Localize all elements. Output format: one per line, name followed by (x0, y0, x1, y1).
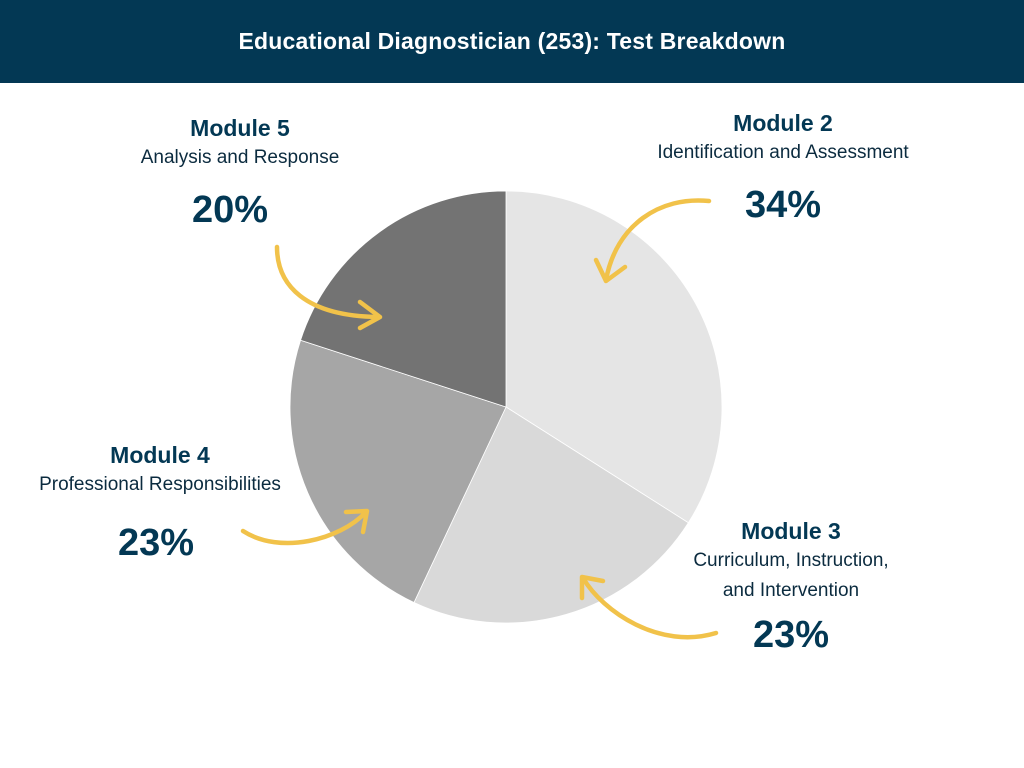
chart-title: Educational Diagnostician (253): Test Br… (238, 28, 786, 54)
module-2-name: Module 2 (733, 110, 833, 136)
module-3-name: Module 3 (741, 518, 841, 544)
arrow-module-5-icon (274, 244, 383, 331)
module-5-name: Module 5 (190, 115, 290, 141)
pie-slice-module-2 (505, 190, 723, 524)
label-module-2: Module 2 Identification and Assessment 3… (623, 108, 943, 228)
module-5-percent: 20% (191, 189, 269, 231)
module-4-percent: 23% (117, 522, 195, 564)
label-module-3: Module 3 Curriculum, Instruction, and In… (651, 516, 931, 658)
arrow-module-3-icon (579, 574, 719, 640)
module-4-description: Professional Responsibilities (39, 474, 281, 495)
label-module-5: Module 5 Analysis and Response 20% (110, 113, 370, 233)
module-4-name: Module 4 (110, 442, 210, 468)
module-5-description: Analysis and Response (140, 147, 340, 168)
module-3-description-line-1: Curriculum, Instruction, (693, 550, 889, 571)
arrow-module-2-icon (593, 198, 712, 284)
module-3-description-line-2: and Intervention (722, 580, 860, 601)
module-2-percent: 34% (744, 184, 822, 226)
pie-slice-module-3 (413, 406, 689, 624)
pie-slice-module-5 (300, 190, 507, 408)
module-2-description: Identification and Assessment (657, 142, 909, 163)
label-module-4: Module 4 Professional Responsibilities 2… (10, 440, 310, 566)
pie-slice-module-4 (289, 339, 507, 603)
module-3-percent: 23% (752, 614, 830, 656)
arrow-module-4-icon (240, 508, 370, 546)
title-bar: Educational Diagnostician (253): Test Br… (0, 0, 1024, 83)
